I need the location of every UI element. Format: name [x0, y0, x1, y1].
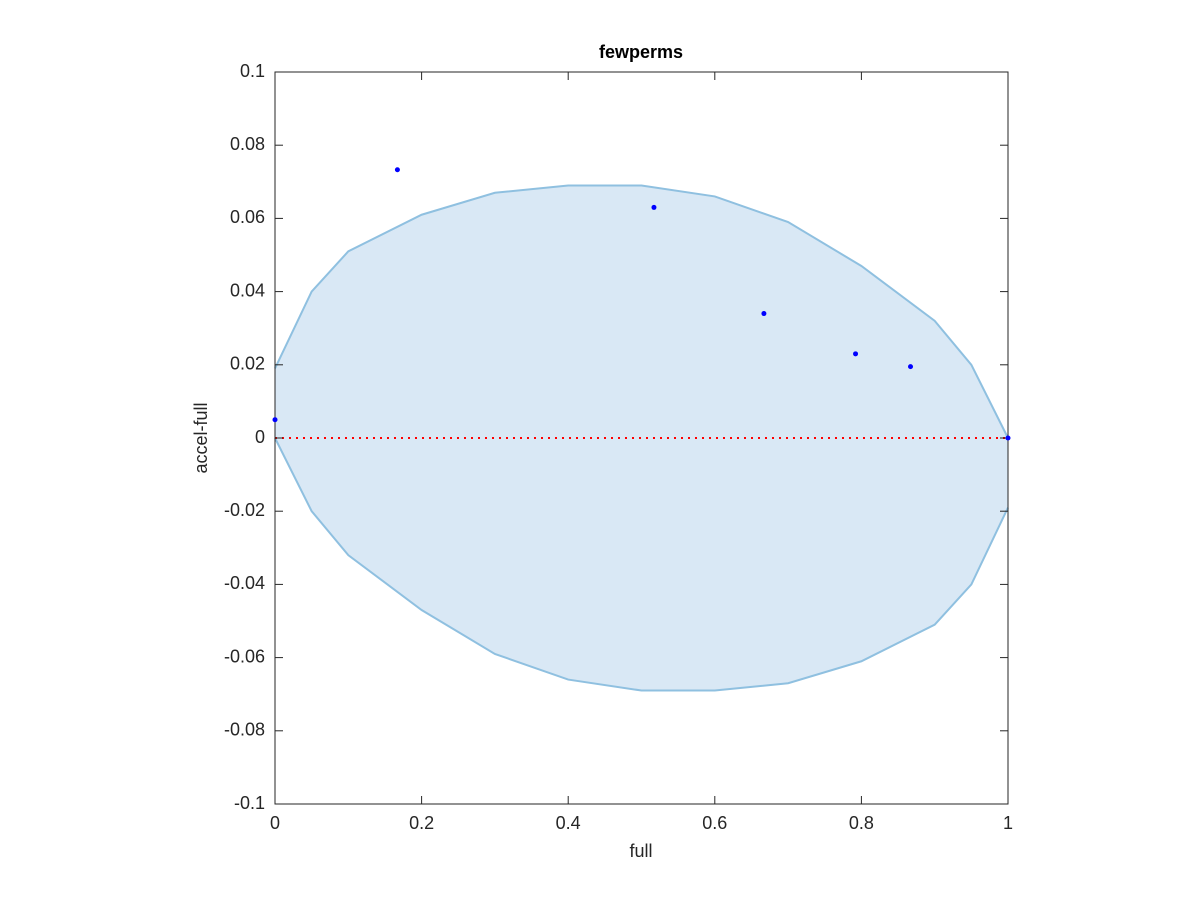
- point: [1005, 435, 1011, 441]
- y-tick-label: -0.04: [224, 573, 265, 593]
- x-tick-label: 0.6: [702, 813, 727, 833]
- y-tick-label: -0.02: [224, 500, 265, 520]
- x-tick-label: 0: [270, 813, 280, 833]
- y-tick-label: 0.08: [230, 134, 265, 154]
- point: [761, 311, 767, 317]
- y-tick-label: -0.08: [224, 720, 265, 740]
- x-tick-label: 1: [1003, 813, 1013, 833]
- band-area: [275, 185, 1008, 691]
- band-upper-edge: [274, 184, 1009, 439]
- x-tick-label: 0.8: [849, 813, 874, 833]
- y-tick-label: 0.04: [230, 280, 265, 300]
- x-tick-label: 0.2: [409, 813, 434, 833]
- band-lower-edge: [274, 437, 1009, 692]
- y-tick-label: 0.06: [230, 207, 265, 227]
- y-tick-label: -0.1: [234, 793, 265, 813]
- point: [394, 167, 400, 173]
- y-tick-label: 0: [255, 427, 265, 447]
- x-axis-label: full: [629, 841, 652, 861]
- point: [651, 204, 657, 210]
- y-axis-label: accel-full: [191, 402, 211, 473]
- point: [272, 417, 278, 423]
- y-tick-label: 0.1: [240, 61, 265, 81]
- point: [853, 351, 859, 357]
- x-tick-label: 0.4: [556, 813, 581, 833]
- point: [908, 364, 914, 370]
- y-tick-label: -0.06: [224, 646, 265, 666]
- y-tick-label: 0.02: [230, 354, 265, 374]
- chart-title: fewperms: [599, 42, 683, 62]
